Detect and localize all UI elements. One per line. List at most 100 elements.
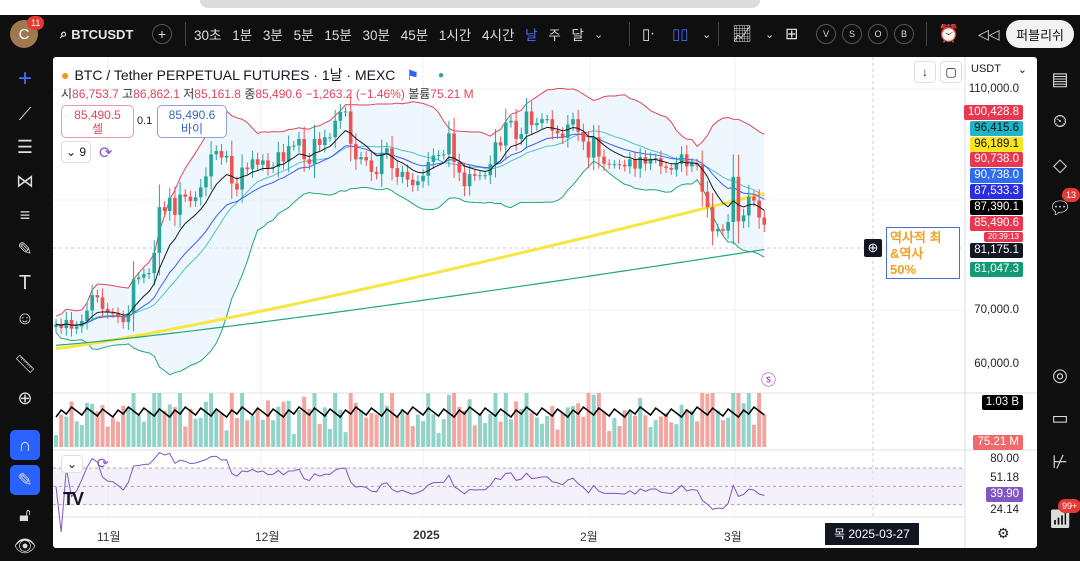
volume-bar xyxy=(85,402,90,447)
strategy-icon[interactable]: ⊬ xyxy=(1052,451,1068,472)
notification-badge: 99+ xyxy=(1058,499,1080,513)
timeframe-8[interactable]: 4시간 xyxy=(482,28,515,43)
pattern-icon[interactable]: ⋈ xyxy=(16,170,34,191)
volume-bar xyxy=(586,393,591,447)
volume-bar xyxy=(183,426,188,447)
circle-button-b[interactable]: B xyxy=(894,24,914,44)
chat-icon[interactable]: 💬︎ 13 xyxy=(1046,188,1080,222)
ruler-icon[interactable]: 📏︎ xyxy=(13,353,37,374)
timeframe-11[interactable]: 달 xyxy=(571,28,584,43)
candle-body xyxy=(421,175,425,182)
zoom-in-icon[interactable]: ⊕ xyxy=(17,387,33,408)
chevron-down-icon[interactable]: ⌄ xyxy=(702,28,712,41)
fullscreen-button[interactable]: ▢ xyxy=(940,61,962,83)
candle-body xyxy=(483,175,487,177)
timeframe-3[interactable]: 5분 xyxy=(293,28,314,43)
candle-body xyxy=(250,159,255,170)
crosshair-icon[interactable]: + xyxy=(17,65,32,92)
target-icon[interactable]: ◎ xyxy=(1052,364,1068,385)
timeframe-9[interactable]: 날 xyxy=(525,28,538,43)
circle-button-s[interactable]: S xyxy=(842,24,862,44)
note-box[interactable]: 역사적 최 &역사 50% xyxy=(886,227,960,279)
emoji-icon[interactable]: ☺ xyxy=(15,307,35,328)
candle-body xyxy=(385,148,389,153)
eye-icon[interactable]: 👁︎ xyxy=(13,535,37,556)
chart-canvas[interactable] xyxy=(53,57,1037,548)
refresh-icon[interactable]: ⟳ xyxy=(99,145,113,162)
price-label: 100,428.8 xyxy=(963,105,1023,120)
lock-drawings-icon[interactable]: ✎ xyxy=(10,465,40,495)
rsi-collapse-button[interactable]: ⌄ xyxy=(61,455,83,473)
alarm-icon[interactable]: ⏲ xyxy=(1052,110,1068,131)
candle-body xyxy=(271,167,275,169)
chevron-down-icon[interactable]: ⌄ xyxy=(594,28,604,41)
volume-bar xyxy=(607,431,612,447)
layout-grid-icon[interactable]: ⊞ xyxy=(785,26,799,43)
flag-icon[interactable]: ⚑ xyxy=(406,66,419,83)
circle-button-o[interactable]: O xyxy=(868,24,888,44)
timeframe-2[interactable]: 3분 xyxy=(262,28,283,43)
timeframe-10[interactable]: 주 xyxy=(548,28,561,43)
flash-icon[interactable]: ⓢ xyxy=(761,372,777,389)
broadcast-icon[interactable]: 📶︎ 99+ xyxy=(1046,499,1080,533)
timeframe-4[interactable]: 15분 xyxy=(324,28,352,43)
indicators-toggle[interactable]: ⌄ 9 xyxy=(61,141,91,163)
calendar-icon[interactable]: ▭ xyxy=(1051,407,1069,428)
currency-select[interactable]: USDT ⌄ xyxy=(971,63,1027,76)
refresh-icon[interactable]: ⟳ xyxy=(97,455,109,471)
candle-body xyxy=(390,148,394,169)
candlestick-icon[interactable]: ▯▯ xyxy=(672,26,689,43)
timeframe-7[interactable]: 1시간 xyxy=(438,28,472,43)
indicators-icon[interactable]: 📈︎ xyxy=(732,26,753,43)
volume-bar xyxy=(457,406,462,447)
symbol-search[interactable]: ⌕ BTCUSDT xyxy=(60,15,133,53)
rewind-icon[interactable]: ◁◁ xyxy=(978,25,1000,42)
chevron-down-icon[interactable]: ⌄ xyxy=(765,28,775,41)
add-alert-button[interactable]: ⊕ xyxy=(864,239,882,257)
candle-body xyxy=(426,162,431,176)
candle-body xyxy=(566,124,570,138)
status-bar xyxy=(0,0,1080,15)
settings-icon[interactable]: ⚙ xyxy=(997,525,1010,541)
add-symbol-button[interactable]: + xyxy=(152,24,172,44)
candle-body xyxy=(59,324,63,329)
chart-panel[interactable]: ● BTC / Tether PERPETUAL FUTURES · 1날 · … xyxy=(53,57,1037,548)
price-label: 81,047.3 xyxy=(970,262,1023,277)
candle-body xyxy=(622,164,627,167)
brush-icon[interactable]: ✎ xyxy=(17,238,33,259)
volume-bar xyxy=(141,421,146,447)
text-icon[interactable]: T xyxy=(18,271,32,294)
timeframe-1[interactable]: 1분 xyxy=(232,28,253,43)
bar-chart-icon[interactable]: ▯ᐧ xyxy=(642,26,655,43)
magnet-icon[interactable]: ∩ xyxy=(10,430,40,460)
scroll-down-button[interactable]: ↓ xyxy=(914,61,936,83)
candle-body xyxy=(323,137,327,145)
volume-bar xyxy=(493,393,498,447)
publish-button[interactable]: 퍼블리쉬 xyxy=(1006,20,1074,48)
fib-icon[interactable]: ≡ xyxy=(19,204,31,225)
timeframe-0[interactable]: 30초 xyxy=(194,28,222,43)
price-label: 87,390.1 xyxy=(970,200,1023,215)
avatar[interactable]: C 11 xyxy=(10,16,45,48)
circle-button-v[interactable]: V xyxy=(816,24,836,44)
unlock-icon[interactable]: 🔓︎ xyxy=(19,504,31,525)
horizontal-lines-icon[interactable]: ☰ xyxy=(16,136,34,157)
candle-body xyxy=(90,295,94,311)
buy-button[interactable]: 85,490.6 바이 xyxy=(157,105,227,138)
alarm-add-icon[interactable]: ⏰ xyxy=(938,24,960,43)
layers-icon[interactable]: ◇ xyxy=(1053,154,1067,175)
volume-bar xyxy=(374,414,379,447)
watchlist-icon[interactable]: ▤ xyxy=(1051,68,1069,89)
bollinger-lower xyxy=(55,160,765,376)
sell-button[interactable]: 85,490.5 셀 xyxy=(61,105,134,138)
timeframe-5[interactable]: 30분 xyxy=(362,28,390,43)
volume-bar xyxy=(462,410,467,447)
candle-body xyxy=(555,130,560,134)
candle-body xyxy=(571,119,575,125)
trend-line-icon[interactable]: ⟋ xyxy=(18,103,32,124)
volume-bar xyxy=(384,405,389,447)
volume-bar xyxy=(731,393,736,447)
timeframe-6[interactable]: 45분 xyxy=(400,28,429,43)
candle-body xyxy=(152,252,157,274)
bollinger-basis xyxy=(55,130,765,327)
